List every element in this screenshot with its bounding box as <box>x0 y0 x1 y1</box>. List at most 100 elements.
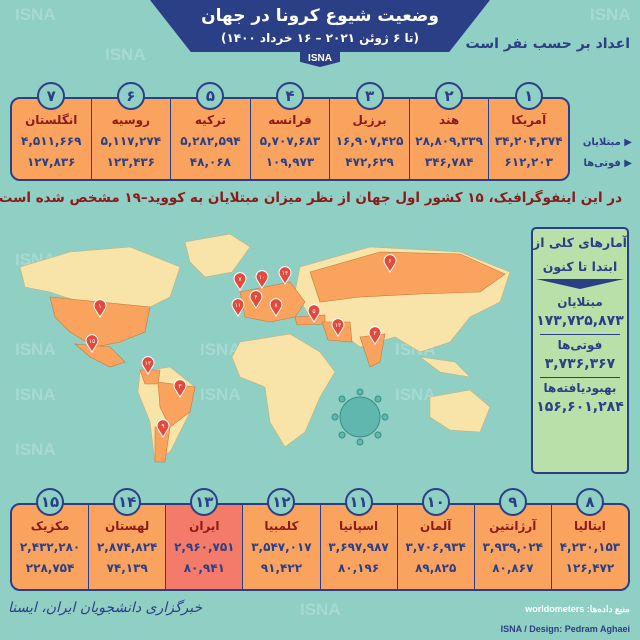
country-cell: ۱ آمریکا ۳۴,۲۰۴,۳۷۴ ۶۱۲,۲۰۳ <box>488 82 568 179</box>
totals-heading-1: آمارهای کلی از <box>533 235 627 250</box>
arrow-down-icon <box>536 279 624 289</box>
country-cell: ۴ فرانسه ۵,۷۰۷,۶۸۳ ۱۰۹,۹۷۳ <box>249 82 330 179</box>
map-pin: ۹ <box>156 419 170 438</box>
country-name: کلمبیا <box>264 519 299 533</box>
country-name: مکزیک <box>30 519 70 533</box>
rank-badge: ۸ <box>575 488 604 516</box>
cases-value: ۳۴,۲۰۴,۳۷۴ <box>494 134 563 148</box>
brazil <box>157 381 196 428</box>
rank-badge: ۱۵ <box>36 488 65 516</box>
deaths-value: ۶۱۲,۲۰۳ <box>504 155 553 169</box>
isna-watermark: ISNA <box>395 385 436 404</box>
svg-text:۱۴: ۱۴ <box>282 270 288 277</box>
divider <box>540 377 620 378</box>
page-subtitle: (تا ۶ ژوئن ۲۰۲۱ – ۱۶ خرداد ۱۴۰۰) <box>220 31 420 45</box>
map-pin: ۱۴ <box>278 266 292 285</box>
svg-text:۹: ۹ <box>161 423 164 430</box>
isna-logo: خبرگزاری دانشجویان ایران، ایسنا <box>8 600 203 616</box>
cases-value: ۴,۲۳۰,۱۵۳ <box>559 540 621 554</box>
total-recovered-label: بهبودیافته‌ها <box>543 381 617 395</box>
country-cell: ۳ برزیل ۱۶,۹۰۷,۴۲۵ ۴۷۲,۶۲۹ <box>329 82 409 179</box>
deaths-value: ۱۲۳,۴۳۶ <box>106 155 156 169</box>
country-name: آلمان <box>419 519 452 533</box>
rank-badge: ۷ <box>37 82 66 110</box>
country-name: لهستان <box>105 519 150 533</box>
rank-badge: ۳ <box>355 82 384 110</box>
cases-value: ۲۸,۸۰۹,۳۳۹ <box>415 134 483 148</box>
map-pin: ۸ <box>269 298 283 317</box>
cases-label: مبتلایان <box>582 137 621 148</box>
country-name: هند <box>439 113 460 127</box>
deaths-value: ۸۹,۸۲۵ <box>415 561 457 575</box>
country-cell: ۷ انگلستان ۴,۵۱۱,۶۶۹ ۱۲۷,۸۳۶ <box>12 82 91 179</box>
greenland <box>184 233 251 278</box>
russia <box>309 251 506 303</box>
cases-value: ۲,۴۳۲,۲۸۰ <box>19 540 81 554</box>
deaths-value: ۲۲۸,۷۵۴ <box>25 561 75 575</box>
deaths-value: ۷۴,۱۳۹ <box>106 561 148 575</box>
global-totals-panel: آمارهای کلی از ابتدا تا کنون مبتلایان ۱۷… <box>531 227 629 474</box>
svg-text:۸: ۸ <box>274 302 278 309</box>
rank-badge: ۱۱ <box>344 488 373 516</box>
deaths-value: ۹۱,۴۲۲ <box>260 561 303 575</box>
svg-text:۵: ۵ <box>312 308 315 315</box>
isna-watermark: ISNA <box>590 5 631 24</box>
deaths-value: ۸۰,۹۴۱ <box>183 561 225 575</box>
country-name: ایتالیا <box>573 519 606 533</box>
total-cases-label: مبتلایان <box>557 295 603 309</box>
deaths-value: ۴۷۲,۶۲۹ <box>345 155 394 169</box>
country-cell: ۱۵ مکزیک ۲,۴۳۲,۲۸۰ ۲۲۸,۷۵۴ <box>12 488 88 589</box>
map-pin: ۴ <box>249 290 263 309</box>
isna-tab: ISNA <box>300 50 340 67</box>
country-name: ترکیه <box>194 113 226 127</box>
deaths-row-label: ▶ فوتی‌ها <box>583 158 632 169</box>
rank-badge: ۹ <box>498 488 527 516</box>
usa <box>49 296 151 348</box>
isna-watermark: ISNA <box>200 385 241 404</box>
total-deaths-label: فوتی‌ها <box>557 338 603 352</box>
map-pin: ۱۰ <box>255 270 269 289</box>
svg-text:۱۱: ۱۱ <box>235 302 241 309</box>
cases-row-label: ▶ مبتلایان <box>582 137 632 148</box>
country-name: انگلستان <box>25 113 78 127</box>
australia <box>429 389 491 433</box>
cases-value: ۴,۵۱۱,۶۶۹ <box>21 134 82 148</box>
design-credit: ISNA / Design: Pedram Aghaei <box>500 624 630 634</box>
divider <box>540 334 620 335</box>
data-source: منبع داده‌ها: worldometers <box>525 604 630 614</box>
total-recovered: ۱۵۶,۶۰۱,۲۸۴ <box>536 399 624 415</box>
country-cell: ۱۱ اسپانیا ۳,۶۹۷,۹۸۷ ۸۰,۱۹۶ <box>319 488 397 589</box>
country-cell: ۲ هند ۲۸,۸۰۹,۳۳۹ ۳۴۶,۷۸۴ <box>408 82 489 179</box>
isna-watermark: ISNA <box>105 45 146 64</box>
deaths-value: ۱۲۶,۴۷۲ <box>565 561 615 575</box>
isna-watermark: ISNA <box>15 385 56 404</box>
rank-badge: ۵ <box>196 82 225 110</box>
rank-badge: ۱۰ <box>421 488 450 516</box>
isna-watermark: ISNA <box>15 5 56 24</box>
rank-badge: ۱۴ <box>113 488 142 516</box>
cases-value: ۵,۷۰۷,۶۸۳ <box>259 134 321 148</box>
country-name: ایران <box>189 519 220 533</box>
canada <box>19 246 181 308</box>
country-name: آمریکا <box>511 113 547 127</box>
isna-watermark: ISNA <box>15 440 56 459</box>
country-cell: ۱۲ کلمبیا ۳,۵۴۷,۰۱۷ ۹۱,۴۲۲ <box>242 488 319 589</box>
isna-watermark: ISNA <box>200 340 241 359</box>
country-cell: ۱۳ ایران ۲,۹۶۰,۷۵۱ ۸۰,۹۴۱ <box>165 488 243 589</box>
map-pin: ۳ <box>173 379 187 398</box>
rank-badge: ۱۲ <box>267 488 296 516</box>
page-title: وضعیت شیوع کرونا در جهان <box>201 6 439 26</box>
cases-value: ۱۶,۹۰۷,۴۲۵ <box>335 134 404 148</box>
country-cell: ۹ آرژانتین ۳,۹۳۹,۰۲۴ ۸۰,۸۶۷ <box>473 488 551 589</box>
deaths-value: ۱۲۷,۸۳۶ <box>26 155 76 169</box>
cases-value: ۲,۸۷۴,۸۲۴ <box>96 540 158 554</box>
cases-value: ۵,۱۱۷,۲۷۴ <box>100 134 162 148</box>
colombia <box>139 369 161 385</box>
country-cell: ۶ روسیه ۵,۱۱۷,۲۷۴ ۱۲۳,۴۳۶ <box>90 82 171 179</box>
cases-value: ۵,۲۸۲,۵۹۴ <box>180 134 241 148</box>
cases-value: ۳,۵۴۷,۰۱۷ <box>251 540 312 554</box>
map-pin: ۶ <box>383 254 397 273</box>
country-cell: ۱۰ آلمان ۳,۷۰۶,۹۳۴ ۸۹,۸۲۵ <box>396 488 474 589</box>
country-name: برزیل <box>352 113 387 127</box>
deaths-label: فوتی‌ها <box>583 158 621 169</box>
